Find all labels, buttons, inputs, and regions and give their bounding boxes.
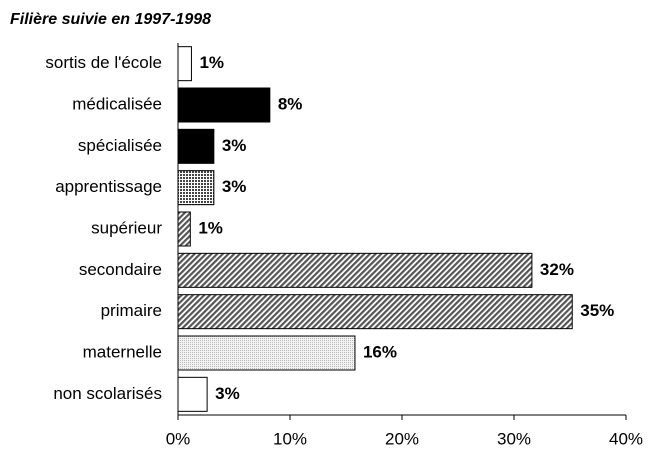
value-label: 1%	[199, 53, 224, 72]
bar	[177, 211, 191, 247]
y-tick-label: sortis de l'école	[45, 53, 162, 72]
value-label: 32%	[540, 260, 574, 279]
bar	[177, 87, 271, 123]
value-label: 3%	[215, 384, 240, 403]
bar	[177, 335, 356, 371]
chart-title: Filière suivie en 1997-1998	[10, 11, 211, 28]
value-label: 1%	[198, 218, 223, 237]
y-tick-label: maternelle	[83, 342, 162, 361]
x-tick-label: 30%	[497, 429, 531, 448]
y-tick-label: médicalisée	[72, 94, 162, 113]
value-label: 35%	[580, 301, 614, 320]
bar	[177, 252, 533, 288]
bar	[177, 294, 573, 330]
x-tick-label: 0%	[166, 429, 191, 448]
y-tick-label: primaire	[101, 301, 162, 320]
bar	[177, 46, 192, 82]
bar	[177, 376, 208, 412]
x-tick-label: 20%	[385, 429, 419, 448]
value-label: 3%	[222, 177, 247, 196]
x-tick-label: 40%	[609, 429, 643, 448]
value-label: 3%	[222, 136, 247, 155]
bar	[177, 170, 215, 206]
bar	[177, 128, 215, 164]
y-tick-label: non scolarisés	[53, 384, 162, 403]
y-tick-label: spécialisée	[78, 136, 162, 155]
y-tick-label: apprentissage	[55, 177, 162, 196]
y-tick-label: secondaire	[79, 260, 162, 279]
value-label: 16%	[363, 342, 397, 361]
x-tick-label: 10%	[273, 429, 307, 448]
value-label: 8%	[278, 94, 303, 113]
y-tick-label: supérieur	[91, 218, 162, 237]
